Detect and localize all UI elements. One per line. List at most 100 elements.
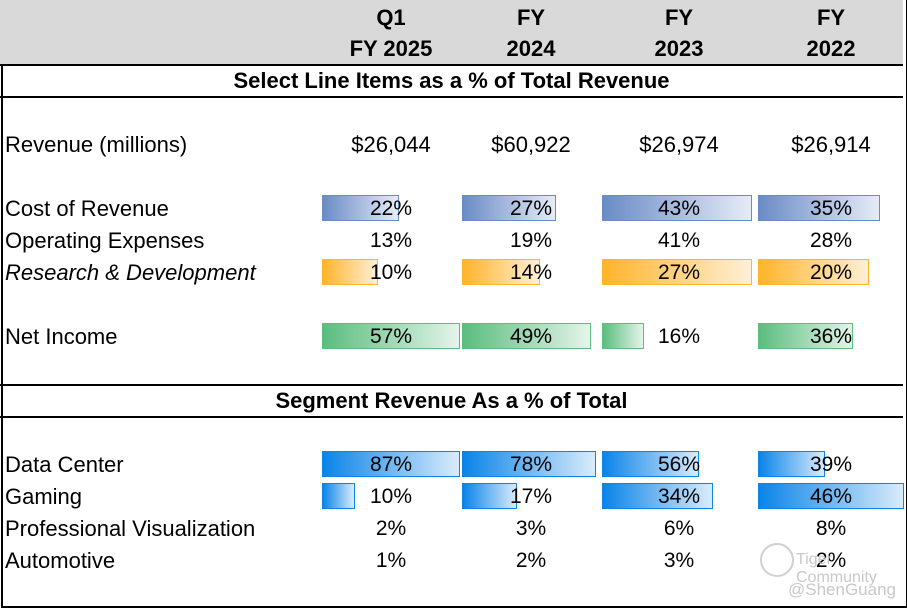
percent-cell: 28% <box>758 227 904 255</box>
percent-cell: 34% <box>602 483 756 511</box>
column-header-q1-fy2025: Q1 FY 2025 <box>322 2 460 64</box>
percent-cell: 13% <box>322 227 460 255</box>
percent-value: 36% <box>809 325 853 348</box>
percent-cell: 2% <box>322 515 460 543</box>
row-label-revenue: Revenue (millions) <box>5 132 188 157</box>
percent-value: 3% <box>663 549 695 572</box>
percent-value: 13% <box>369 229 413 252</box>
row-label: Data Center <box>5 452 124 477</box>
data-bar <box>758 451 825 477</box>
percent-value: 43% <box>657 197 701 220</box>
column-header-line1: FY <box>816 5 846 30</box>
percent-cell: 27% <box>602 259 756 287</box>
percent-cell: 22% <box>322 195 460 223</box>
percent-cell: 35% <box>758 195 904 223</box>
percent-value: 3% <box>515 517 547 540</box>
percent-value: 1% <box>375 549 407 572</box>
section-title-line-items: Select Line Items as a % of Total Revenu… <box>0 66 903 98</box>
percent-value: 10% <box>369 261 413 284</box>
percent-cell: 78% <box>462 451 600 479</box>
section-title-segments: Segment Revenue As a % of Total <box>0 384 903 418</box>
row-label: Gaming <box>5 484 83 509</box>
percent-cell: 1% <box>322 547 460 575</box>
percent-cell: 10% <box>322 259 460 287</box>
percent-value: 22% <box>369 197 413 220</box>
data-bar <box>602 451 699 477</box>
column-header-line2: 2023 <box>654 36 704 61</box>
watermark-logo-icon <box>760 543 794 577</box>
watermark-handle: @ShenGuang <box>788 580 897 599</box>
percent-value: 39% <box>809 453 853 476</box>
percent-value: 20% <box>809 261 853 284</box>
row-label: Operating Expenses <box>5 228 205 253</box>
percent-cell: 3% <box>462 515 600 543</box>
data-bar <box>322 195 399 221</box>
row-label: Cost of Revenue <box>5 196 169 221</box>
data-bar <box>462 483 517 509</box>
percent-cell: 57% <box>322 323 460 351</box>
percent-value: 34% <box>657 485 701 508</box>
data-bar <box>602 323 644 349</box>
data-bar <box>602 195 752 221</box>
data-bar <box>758 195 880 221</box>
data-bar <box>758 259 869 285</box>
row-label: Professional Visualization <box>5 516 256 541</box>
percent-cell: 36% <box>758 323 904 351</box>
percent-cell: 39% <box>758 451 904 479</box>
percent-value: 41% <box>657 229 701 252</box>
data-bar <box>322 323 460 349</box>
data-bar <box>602 259 752 285</box>
percent-cell: 16% <box>602 323 756 351</box>
percent-value: 2% <box>815 549 847 572</box>
percent-cell: 20% <box>758 259 904 287</box>
data-bar <box>758 483 904 509</box>
percent-cell: 14% <box>462 259 600 287</box>
data-bar <box>462 451 596 477</box>
percent-cell: 43% <box>602 195 756 223</box>
column-header-line2: 2022 <box>806 36 856 61</box>
percent-cell: 3% <box>602 547 756 575</box>
column-header-line2: FY 2025 <box>349 36 433 61</box>
data-bar <box>602 483 713 509</box>
row-label: Automotive <box>5 548 116 573</box>
row-label: Net Income <box>5 324 118 349</box>
data-bar <box>322 483 355 509</box>
data-bar <box>322 451 460 477</box>
percent-cell: 19% <box>462 227 600 255</box>
percent-value: 78% <box>509 453 553 476</box>
row-label: Research & Development <box>5 260 256 285</box>
column-header-fy2024: FY 2024 <box>462 2 600 64</box>
percent-cell: 8% <box>758 515 904 543</box>
column-header-line1: FY <box>664 5 694 30</box>
percent-value: 49% <box>509 325 553 348</box>
percent-cell: 17% <box>462 483 600 511</box>
percent-value: 27% <box>657 261 701 284</box>
column-header-row: Q1 FY 2025 FY 2024 FY 2023 FY 2022 <box>0 0 903 66</box>
percent-cell: 41% <box>602 227 756 255</box>
percent-cell: 49% <box>462 323 600 351</box>
percent-value: 2% <box>375 517 407 540</box>
percent-value: 8% <box>815 517 847 540</box>
revenue-value: $60,922 <box>491 132 571 157</box>
data-bar <box>462 195 556 221</box>
percent-value: 16% <box>657 325 701 348</box>
column-header-fy2023: FY 2023 <box>602 2 756 64</box>
percent-value: 56% <box>657 453 701 476</box>
percent-cell: 27% <box>462 195 600 223</box>
percent-value: 10% <box>369 485 413 508</box>
percent-cell: 56% <box>602 451 756 479</box>
percent-cell: 46% <box>758 483 904 511</box>
percent-value: 46% <box>809 485 853 508</box>
data-bar <box>462 259 540 285</box>
percent-cell: 87% <box>322 451 460 479</box>
percent-value: 17% <box>509 485 553 508</box>
percent-value: 35% <box>809 197 853 220</box>
data-bar <box>758 323 853 349</box>
percent-value: 87% <box>369 453 413 476</box>
revenue-value: $26,914 <box>791 132 871 157</box>
percent-value: 2% <box>515 549 547 572</box>
percent-cell: 2% <box>462 547 600 575</box>
revenue-value: $26,974 <box>639 132 719 157</box>
data-bar <box>322 259 378 285</box>
percent-value: 19% <box>509 229 553 252</box>
